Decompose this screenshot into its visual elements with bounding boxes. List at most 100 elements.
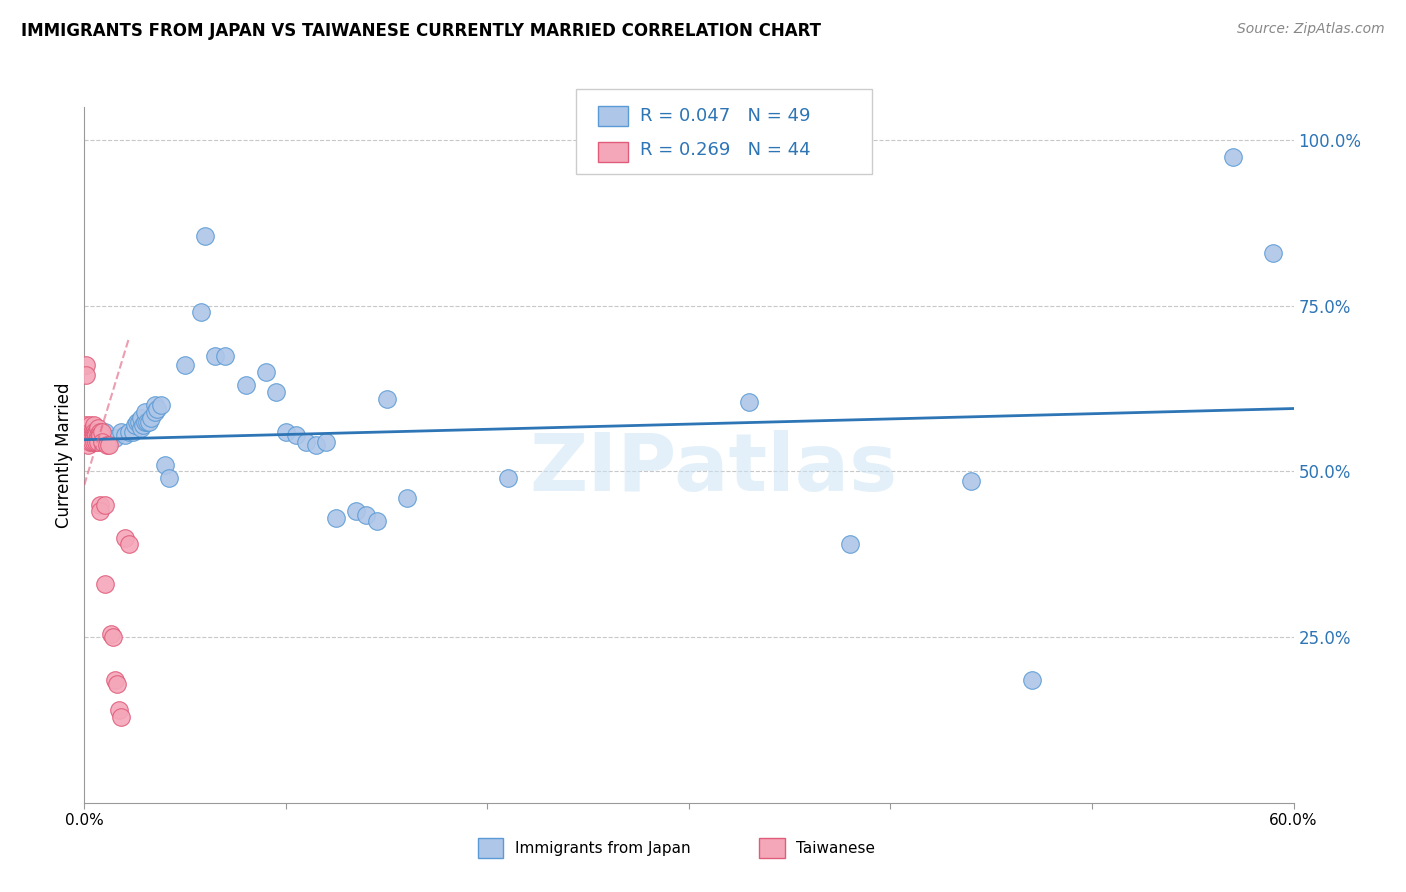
Point: [129, 421, 152, 435]
Point: [110, 709, 132, 723]
Point: [366, 514, 388, 528]
Text: Source: ZipAtlas.com: Source: ZipAtlas.com: [1237, 22, 1385, 37]
Point: [82, 428, 104, 442]
Point: [107, 703, 129, 717]
Point: [83, 434, 105, 449]
Point: [274, 425, 297, 439]
Point: [89, 498, 111, 512]
Point: [157, 471, 180, 485]
Point: [87, 428, 110, 442]
Point: [93, 425, 115, 439]
Point: [77, 425, 100, 439]
Point: [83, 431, 105, 445]
Point: [146, 401, 169, 416]
Point: [118, 537, 141, 551]
Point: [93, 577, 115, 591]
Point: [83, 418, 105, 433]
Point: [295, 434, 318, 449]
Point: [496, 471, 519, 485]
Text: R = 0.047   N = 49: R = 0.047 N = 49: [640, 107, 810, 126]
Point: [91, 425, 114, 439]
Point: [395, 491, 418, 505]
Point: [1263, 245, 1285, 260]
Point: [135, 415, 157, 429]
Point: [134, 415, 156, 429]
Point: [79, 425, 101, 439]
Point: [129, 411, 152, 425]
Point: [839, 537, 862, 551]
Point: [77, 428, 100, 442]
Point: [375, 392, 398, 406]
Text: ZIPatlas: ZIPatlas: [529, 430, 897, 508]
Point: [82, 434, 104, 449]
Point: [356, 508, 378, 522]
Point: [114, 531, 136, 545]
Point: [86, 428, 108, 442]
Point: [100, 627, 122, 641]
Point: [89, 504, 111, 518]
Point: [79, 434, 101, 449]
Point: [1021, 673, 1043, 688]
Point: [315, 434, 337, 449]
Point: [254, 365, 277, 379]
Point: [138, 415, 160, 429]
Point: [114, 428, 136, 442]
Point: [97, 438, 120, 452]
Point: [82, 425, 104, 439]
Point: [75, 418, 97, 433]
Point: [110, 425, 132, 439]
Point: [87, 431, 110, 445]
Point: [83, 425, 105, 439]
Point: [104, 673, 127, 688]
Point: [960, 475, 983, 489]
Text: Taiwanese: Taiwanese: [796, 841, 875, 855]
Point: [82, 431, 104, 445]
Point: [91, 434, 114, 449]
Point: [143, 398, 166, 412]
Point: [204, 349, 226, 363]
Point: [134, 405, 156, 419]
Point: [86, 425, 108, 439]
Point: [75, 368, 97, 383]
Point: [77, 438, 100, 452]
Point: [87, 434, 110, 449]
Point: [104, 431, 127, 445]
Point: [89, 428, 111, 442]
Point: [105, 676, 128, 690]
Point: [738, 395, 761, 409]
Point: [305, 438, 328, 452]
Point: [153, 458, 176, 472]
Point: [79, 418, 101, 433]
Point: [1222, 150, 1244, 164]
Point: [235, 378, 257, 392]
Point: [132, 418, 155, 433]
Point: [83, 428, 105, 442]
Point: [214, 349, 236, 363]
Point: [149, 398, 172, 412]
Point: [79, 428, 101, 442]
Point: [101, 630, 124, 644]
Point: [139, 411, 162, 425]
Point: [96, 438, 118, 452]
Point: [346, 504, 368, 518]
Point: [128, 415, 150, 429]
Point: [121, 425, 143, 439]
Point: [194, 229, 217, 244]
Point: [143, 405, 166, 419]
Point: [87, 421, 110, 435]
Point: [89, 425, 111, 439]
Text: IMMIGRANTS FROM JAPAN VS TAIWANESE CURRENTLY MARRIED CORRELATION CHART: IMMIGRANTS FROM JAPAN VS TAIWANESE CURRE…: [21, 22, 821, 40]
Point: [125, 415, 148, 429]
Y-axis label: Currently Married: Currently Married: [55, 382, 73, 528]
Point: [75, 359, 97, 373]
Point: [190, 305, 212, 319]
Point: [285, 428, 308, 442]
Text: Immigrants from Japan: Immigrants from Japan: [515, 841, 690, 855]
Point: [86, 434, 108, 449]
Point: [264, 384, 287, 399]
Point: [93, 498, 115, 512]
Point: [118, 425, 141, 439]
Point: [325, 511, 347, 525]
Point: [174, 359, 197, 373]
Point: [124, 418, 146, 433]
